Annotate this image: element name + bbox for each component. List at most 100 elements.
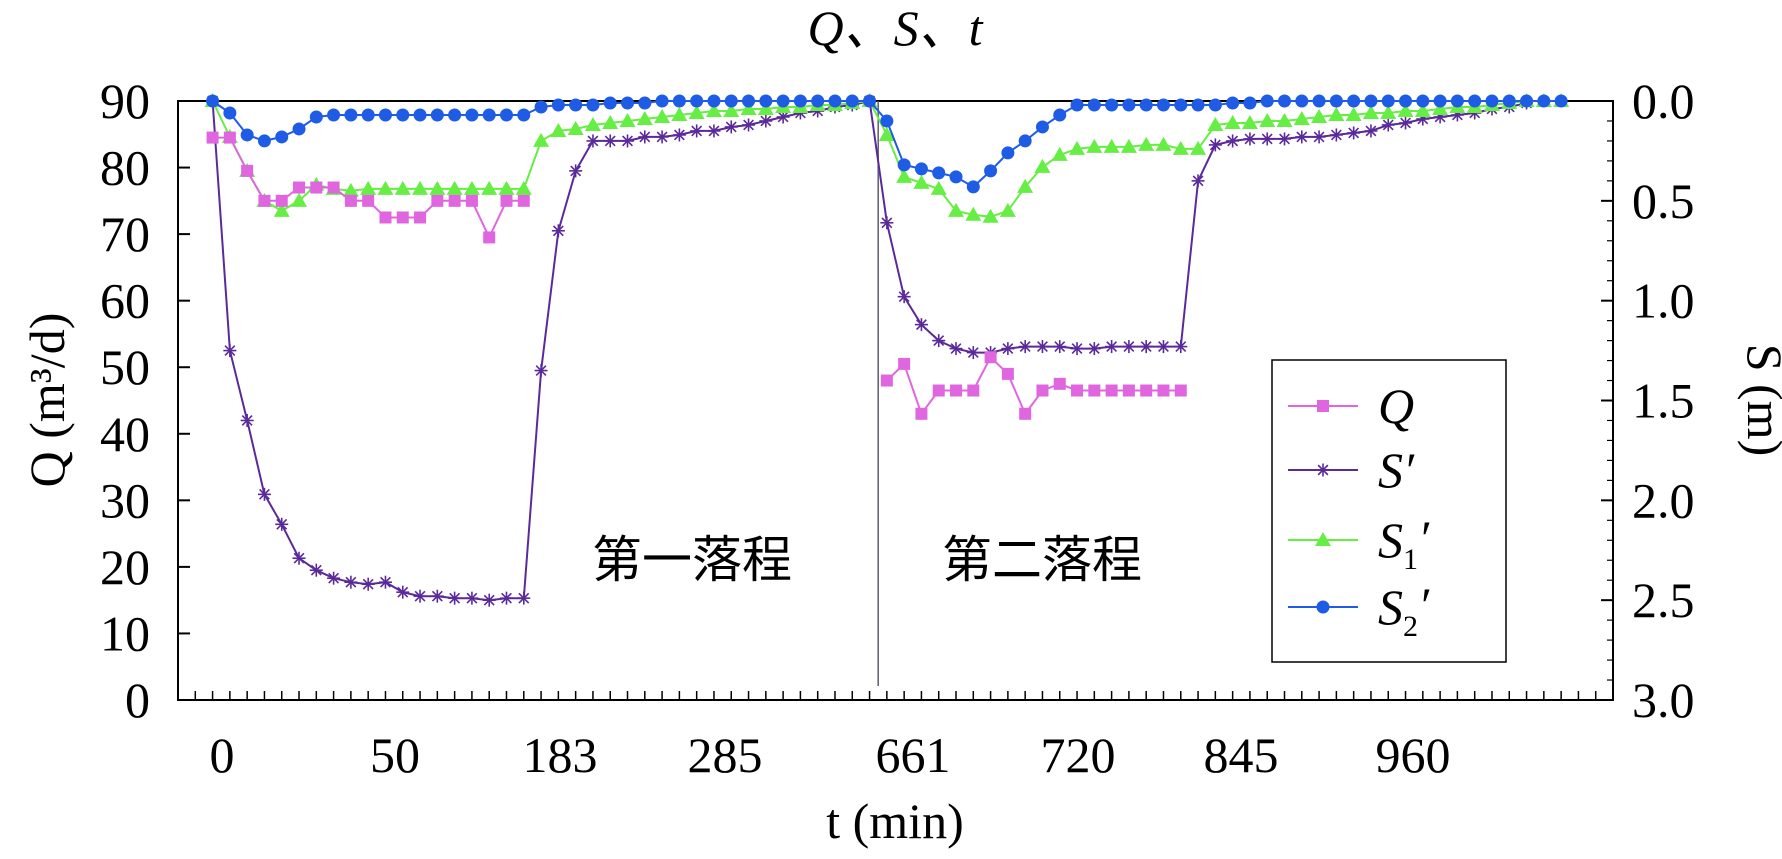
data-point <box>656 131 668 143</box>
data-point <box>1317 464 1329 476</box>
data-point <box>449 592 461 604</box>
data-point <box>1105 98 1119 112</box>
y-left-tick-label: 90 <box>100 73 150 129</box>
data-point <box>1140 384 1153 397</box>
data-point <box>1207 116 1224 131</box>
data-point <box>1241 114 1258 129</box>
data-point <box>1520 94 1534 108</box>
data-point <box>1123 341 1135 353</box>
data-point <box>743 119 754 131</box>
data-point <box>966 180 980 194</box>
data-point <box>949 170 963 184</box>
data-point <box>498 180 515 195</box>
data-point <box>1311 108 1328 123</box>
data-point <box>915 407 928 420</box>
data-point <box>1018 134 1032 148</box>
data-point <box>705 102 722 117</box>
data-point <box>569 98 583 112</box>
data-point <box>913 174 930 189</box>
data-point <box>1086 138 1103 153</box>
data-point <box>1087 98 1101 112</box>
data-point <box>759 94 773 108</box>
data-point <box>1071 343 1083 355</box>
data-point <box>932 166 946 180</box>
data-point <box>500 194 513 207</box>
data-point <box>776 94 790 108</box>
x-tick-label: 661 <box>876 727 951 783</box>
series-layer <box>204 93 1570 607</box>
data-point <box>241 415 253 426</box>
data-point <box>603 96 617 110</box>
data-point <box>1315 532 1331 546</box>
data-point <box>1158 341 1169 353</box>
data-point <box>1416 94 1430 108</box>
data-point <box>1034 158 1051 173</box>
data-point <box>1260 94 1274 108</box>
data-point <box>241 164 254 177</box>
data-point <box>1071 384 1084 397</box>
data-point <box>310 181 323 194</box>
data-point <box>414 211 427 224</box>
data-point <box>275 194 288 207</box>
legend-label: Q <box>1378 378 1414 434</box>
data-point <box>1330 129 1342 141</box>
series-S1-prime <box>204 93 1570 223</box>
y-left-axis-label-group: Q (m³/d) <box>19 313 75 488</box>
data-point <box>1190 140 1207 155</box>
stage-annotation: 第一落程 <box>592 532 792 588</box>
data-point <box>1295 94 1309 108</box>
data-point <box>1278 94 1292 108</box>
data-point <box>1450 94 1464 108</box>
data-point <box>930 180 947 195</box>
data-point <box>551 98 565 112</box>
data-point <box>1345 106 1362 121</box>
data-point <box>898 291 910 303</box>
data-point <box>1433 94 1447 108</box>
data-point <box>378 108 392 122</box>
x-axis-ticks: 0 50 183 285 661 720 845 960 <box>177 691 1614 783</box>
data-point <box>463 180 480 195</box>
data-point <box>1381 94 1395 108</box>
data-point <box>1001 367 1014 380</box>
data-point <box>481 180 498 195</box>
data-point <box>533 132 550 147</box>
data-point <box>673 129 685 141</box>
data-point <box>1244 133 1256 145</box>
data-point <box>344 108 358 122</box>
data-point <box>414 590 426 602</box>
data-point <box>691 125 703 137</box>
data-point <box>276 518 288 530</box>
data-point <box>1156 98 1170 112</box>
data-point <box>1313 131 1325 143</box>
data-point <box>1138 136 1155 151</box>
x-axis-label: t (min) <box>826 793 963 849</box>
data-point <box>1017 178 1034 193</box>
data-point <box>515 180 532 195</box>
data-point <box>1279 133 1290 145</box>
data-point <box>206 94 220 108</box>
x-tick-label: 845 <box>1204 727 1279 783</box>
chart-title: Q、S、t <box>808 0 984 56</box>
data-point <box>1362 104 1379 119</box>
data-point <box>1293 110 1310 125</box>
data-point <box>639 131 651 143</box>
series-Q <box>206 131 1187 420</box>
data-point <box>345 576 357 588</box>
data-point <box>1019 341 1031 353</box>
y-left-tick-label: 40 <box>100 406 150 462</box>
data-point <box>793 94 807 108</box>
data-point <box>413 108 427 122</box>
data-point <box>724 94 738 108</box>
data-point <box>1400 117 1411 129</box>
data-point <box>396 211 409 224</box>
data-point <box>1243 96 1257 110</box>
data-point <box>723 102 740 117</box>
y-right-tick-label: 0.5 <box>1632 173 1695 229</box>
y-left-tick-label: 30 <box>100 472 150 528</box>
data-point <box>636 110 653 125</box>
x-tick-label: 285 <box>688 727 763 783</box>
data-point <box>984 164 998 178</box>
y-right-tick-label: 1.5 <box>1632 373 1695 429</box>
data-point <box>310 564 322 576</box>
series-S2-prime <box>206 94 1568 194</box>
